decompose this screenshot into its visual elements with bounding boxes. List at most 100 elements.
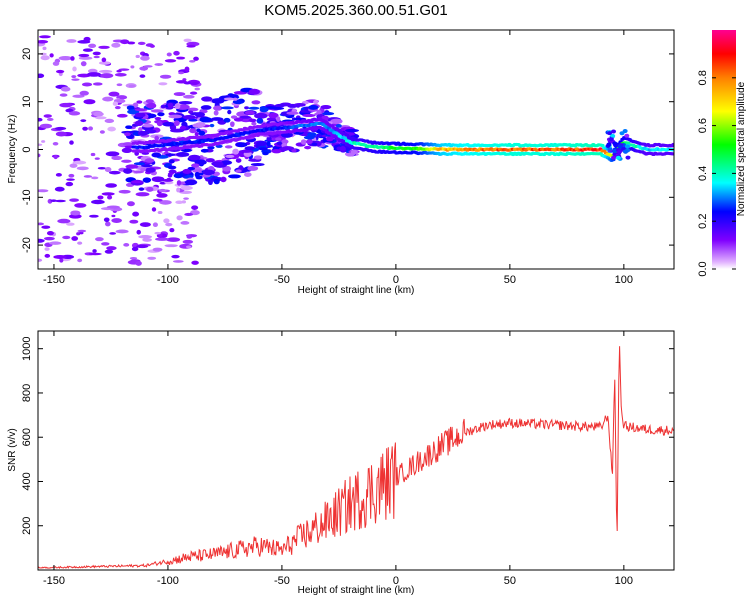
spectrogram-cell	[59, 102, 73, 108]
x-tick-label: -100	[157, 575, 179, 587]
spectrogram-cell	[62, 235, 71, 240]
spectrogram-cell	[80, 61, 87, 67]
spectrogram-cell	[134, 112, 146, 118]
spectrogram-cell	[250, 162, 265, 167]
spectrogram-cell	[104, 221, 111, 227]
spectrogram-cell	[271, 149, 282, 154]
spectrogram-cell	[159, 74, 172, 79]
spectrogram-cell	[145, 167, 156, 173]
spectrogram-cell	[302, 113, 316, 118]
spectrogram-cell	[291, 148, 297, 153]
spectrogram-cell	[52, 61, 60, 66]
spectrogram-cell	[211, 98, 225, 104]
spectrogram-cell	[92, 249, 97, 253]
spectrogram-cell	[38, 258, 43, 262]
spectrogram-cell	[671, 142, 674, 147]
x-tick-label: 0	[393, 575, 399, 587]
spectrogram-cell	[154, 63, 164, 66]
spectrogram-cell	[68, 111, 81, 116]
spectrogram-cell	[118, 68, 130, 71]
spectrogram-cell	[220, 106, 234, 110]
spectrogram-cell	[248, 88, 261, 95]
spectrogram-cell	[183, 94, 195, 99]
spectrogram-cell	[129, 257, 138, 260]
spectrogram-cell	[132, 102, 139, 108]
spectrogram-cell	[233, 117, 244, 122]
spectrogram-cell	[138, 127, 143, 133]
spectrogram-cell	[220, 176, 227, 183]
spectrogram-cell	[89, 214, 99, 218]
spectrogram-cell	[281, 146, 295, 151]
spectrogram-cell	[244, 110, 255, 115]
spectrogram-cell	[194, 171, 200, 178]
spectrogram-cell	[167, 165, 177, 170]
x-tick-label: -150	[43, 274, 65, 286]
spectrogram-cell	[66, 39, 77, 43]
spectrogram-cell	[133, 170, 144, 174]
spectrogram-cell	[88, 43, 97, 48]
spectrogram-cell	[181, 200, 186, 204]
spectrogram-cell	[176, 215, 183, 221]
spectrogram-cell	[316, 109, 322, 115]
spectrogram-cell	[124, 132, 131, 137]
spectrogram-cell	[39, 123, 53, 129]
spectrogram-cell	[101, 242, 110, 246]
snr-x-label: Height of straight line (km)	[298, 585, 415, 596]
spectrogram-cell	[80, 119, 87, 123]
spectrogram-cell	[251, 121, 257, 126]
spectrogram-cell	[308, 105, 319, 110]
spectrogram-cell	[617, 144, 623, 149]
spectrogram-cell	[151, 152, 162, 158]
spectrogram-cell	[208, 179, 213, 185]
spectrogram-cell	[54, 126, 67, 131]
spectrogram-cell	[83, 36, 91, 42]
spectrogram-cell	[610, 133, 616, 138]
spectrogram-cell	[262, 151, 269, 156]
spectrogram-cell	[211, 161, 224, 167]
spectrogram-cell	[163, 218, 170, 224]
spectrogram-cell	[345, 128, 360, 133]
spectrogram-cell	[191, 205, 199, 210]
x-tick-label: 0	[393, 274, 399, 286]
spectrogram-cell	[53, 155, 58, 160]
spectrogram-cell	[156, 121, 163, 127]
spectrogram-cell	[77, 258, 83, 263]
spectrogram-cell	[139, 66, 149, 71]
spectrogram-cell	[199, 116, 212, 123]
spectrogram-cell	[182, 114, 196, 120]
spectrogram-cell	[135, 54, 140, 58]
spectrogram-cell	[607, 131, 613, 136]
spectrogram-cell	[172, 260, 184, 263]
y-tick-label: -10	[21, 189, 33, 205]
spectrogram-cell	[147, 256, 157, 260]
spectrogram-cell	[69, 198, 80, 202]
spectrogram-cell	[175, 200, 184, 205]
spectrogram-cell	[180, 221, 190, 225]
spectrogram-cell	[77, 229, 87, 233]
spectrogram-cell	[149, 44, 155, 48]
spectrogram-cell	[132, 211, 140, 217]
x-tick-label: 50	[504, 575, 516, 587]
spectrogram-cell	[624, 133, 630, 138]
spectrogram-cell	[176, 152, 190, 157]
spectrogram-cell	[66, 222, 75, 226]
spectrogram-cell	[166, 237, 181, 242]
y-tick-label: 10	[21, 96, 33, 108]
spectrogram-cell	[42, 46, 47, 51]
spectrogram-cell	[152, 247, 163, 252]
spectrogram-cell	[38, 222, 45, 226]
chart-title: KOM5.2025.360.00.51.G01	[264, 2, 447, 19]
spectrogram-cell	[99, 130, 105, 134]
spectrogram-cell	[55, 173, 62, 177]
spectrogram-cell	[123, 243, 130, 247]
spectrogram-cell	[125, 164, 139, 169]
spectrogram-cell	[268, 112, 279, 119]
spectrogram-cell	[248, 106, 260, 110]
spectrogram-cell	[140, 164, 153, 168]
spectrogram-cell	[157, 112, 165, 117]
spectrogram-cell	[144, 158, 155, 163]
spectrogram-cell	[91, 176, 99, 180]
spectrogram-cell	[116, 69, 122, 73]
x-tick-label: 50	[504, 274, 516, 286]
spectrogram-cell	[111, 218, 123, 223]
